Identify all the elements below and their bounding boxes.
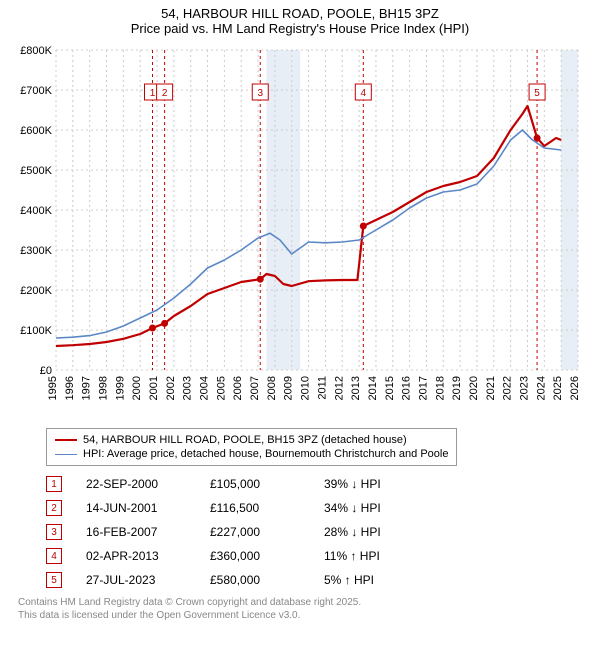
x-tick-label: 2009 <box>283 376 295 400</box>
x-tick-label: 2025 <box>552 376 564 400</box>
sale-dot <box>257 276 264 283</box>
sale-dot <box>161 320 168 327</box>
footer-line1: Contains HM Land Registry data © Crown c… <box>18 596 582 609</box>
legend-swatch <box>55 454 77 455</box>
x-tick-label: 2026 <box>569 376 581 400</box>
legend-label: 54, HARBOUR HILL ROAD, POOLE, BH15 3PZ (… <box>83 434 407 446</box>
sale-hpi-diff: 11% ↑ HPI <box>324 549 434 563</box>
sale-dot <box>360 223 367 230</box>
sale-row-marker: 5 <box>46 572 62 588</box>
x-tick-label: 2005 <box>215 376 227 400</box>
legend-item: 54, HARBOUR HILL ROAD, POOLE, BH15 3PZ (… <box>55 433 448 447</box>
y-tick-label: £700K <box>20 85 52 97</box>
chart-title: 54, HARBOUR HILL ROAD, POOLE, BH15 3PZ P… <box>0 0 600 40</box>
x-tick-label: 2013 <box>350 376 362 400</box>
x-tick-label: 1996 <box>64 376 76 400</box>
sale-date: 14-JUN-2001 <box>86 501 186 515</box>
sale-date: 27-JUL-2023 <box>86 573 186 587</box>
sale-price: £227,000 <box>210 525 300 539</box>
x-tick-label: 2011 <box>316 376 328 400</box>
sale-price: £105,000 <box>210 477 300 491</box>
sale-dot <box>149 325 156 332</box>
sale-marker-num: 2 <box>162 88 168 99</box>
x-tick-label: 2001 <box>148 376 160 400</box>
x-tick-label: 2016 <box>401 376 413 400</box>
x-tick-label: 2007 <box>249 376 261 400</box>
x-tick-label: 1995 <box>47 376 59 400</box>
sale-row: 5 27-JUL-2023 £580,000 5% ↑ HPI <box>46 568 582 592</box>
sale-row: 4 02-APR-2013 £360,000 11% ↑ HPI <box>46 544 582 568</box>
sale-row: 2 14-JUN-2001 £116,500 34% ↓ HPI <box>46 496 582 520</box>
x-tick-label: 2002 <box>165 376 177 400</box>
x-tick-label: 2017 <box>417 376 429 400</box>
x-tick-label: 2015 <box>384 376 396 400</box>
y-tick-label: £300K <box>20 245 52 257</box>
y-tick-label: £100K <box>20 325 52 337</box>
x-tick-label: 2006 <box>232 376 244 400</box>
y-tick-label: £0 <box>40 365 52 377</box>
legend-swatch <box>55 439 77 441</box>
x-tick-label: 2008 <box>266 376 278 400</box>
x-tick-label: 2010 <box>300 376 312 400</box>
title-line1: 54, HARBOUR HILL ROAD, POOLE, BH15 3PZ <box>10 6 590 21</box>
x-tick-label: 1998 <box>98 376 110 400</box>
title-line2: Price paid vs. HM Land Registry's House … <box>10 21 590 36</box>
x-tick-label: 2003 <box>182 376 194 400</box>
y-tick-label: £400K <box>20 205 52 217</box>
legend: 54, HARBOUR HILL ROAD, POOLE, BH15 3PZ (… <box>46 428 457 466</box>
sale-row-marker: 2 <box>46 500 62 516</box>
sale-hpi-diff: 5% ↑ HPI <box>324 573 434 587</box>
sale-hpi-diff: 39% ↓ HPI <box>324 477 434 491</box>
sale-row-marker: 3 <box>46 524 62 540</box>
sale-hpi-diff: 28% ↓ HPI <box>324 525 434 539</box>
x-tick-label: 2023 <box>518 376 530 400</box>
sales-table: 1 22-SEP-2000 £105,000 39% ↓ HPI 2 14-JUN-200… <box>46 472 582 592</box>
sale-marker-num: 3 <box>257 88 263 99</box>
sale-price: £116,500 <box>210 501 300 515</box>
sale-marker-num: 4 <box>361 88 367 99</box>
sale-row: 3 16-FEB-2007 £227,000 28% ↓ HPI <box>46 520 582 544</box>
y-tick-label: £800K <box>20 45 52 57</box>
y-tick-label: £500K <box>20 165 52 177</box>
sale-price: £360,000 <box>210 549 300 563</box>
sale-dot <box>534 135 541 142</box>
sale-marker-num: 1 <box>150 88 156 99</box>
sale-hpi-diff: 34% ↓ HPI <box>324 501 434 515</box>
x-tick-label: 2018 <box>434 376 446 400</box>
x-tick-label: 2000 <box>131 376 143 400</box>
sale-marker-num: 5 <box>534 88 540 99</box>
footer-line2: This data is licensed under the Open Gov… <box>18 609 582 622</box>
x-tick-label: 2021 <box>485 376 497 400</box>
sale-date: 16-FEB-2007 <box>86 525 186 539</box>
x-tick-label: 2014 <box>367 376 379 400</box>
x-tick-label: 1999 <box>114 376 126 400</box>
x-tick-label: 2022 <box>502 376 514 400</box>
x-tick-label: 2004 <box>199 376 211 400</box>
y-tick-label: £200K <box>20 285 52 297</box>
footer-attribution: Contains HM Land Registry data © Crown c… <box>18 596 582 622</box>
price-chart: £0 £100K £200K £300K £400K £500K £600K £700K £80… <box>10 40 590 420</box>
x-tick-label: 1997 <box>81 376 93 400</box>
x-tick-label: 2012 <box>333 376 345 400</box>
legend-label: HPI: Average price, detached house, Bour… <box>83 448 448 460</box>
x-tick-label: 2024 <box>535 376 547 400</box>
sale-row-marker: 1 <box>46 476 62 492</box>
sale-date: 02-APR-2013 <box>86 549 186 563</box>
sale-row: 1 22-SEP-2000 £105,000 39% ↓ HPI <box>46 472 582 496</box>
x-tick-label: 2019 <box>451 376 463 400</box>
x-tick-label: 2020 <box>468 376 480 400</box>
sale-row-marker: 4 <box>46 548 62 564</box>
sale-price: £580,000 <box>210 573 300 587</box>
chart-svg: £0 £100K £200K £300K £400K £500K £600K £700K £80… <box>10 40 590 420</box>
y-tick-label: £600K <box>20 125 52 137</box>
sale-date: 22-SEP-2000 <box>86 477 186 491</box>
legend-item: HPI: Average price, detached house, Bour… <box>55 447 448 461</box>
